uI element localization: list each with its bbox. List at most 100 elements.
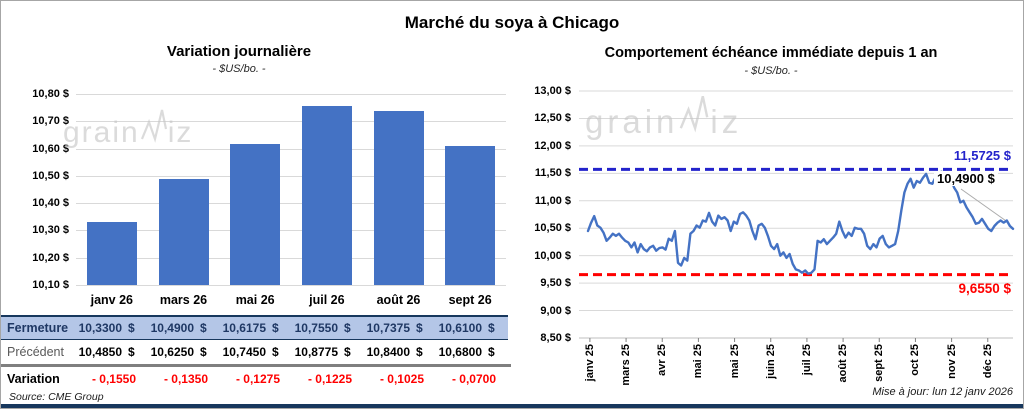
bar	[373, 111, 424, 285]
bar	[445, 145, 496, 285]
line-x-tick-label: janv 25	[583, 344, 596, 382]
bar-x-tick-label: août 26	[376, 293, 421, 307]
currency-sign: $	[200, 321, 207, 335]
line-x-tick-label: juin 25	[764, 344, 777, 379]
bar-y-tick-label: 10,80 $	[32, 88, 69, 100]
bar-y-tick-label: 10,50 $	[32, 169, 69, 182]
table-cell: 10,4900 $	[148, 321, 220, 335]
table-row: Fermeture 10,3300 $10,4900 $10,6175 $10,7550…	[1, 315, 508, 340]
bar-gridline	[76, 257, 506, 259]
page-title: Marché du soya à Chicago	[404, 13, 620, 32]
table-cell: 10,6250 $	[148, 345, 220, 359]
currency-sign: $	[488, 321, 495, 335]
bar-x-tick-label: mars 26	[159, 293, 208, 307]
table-cell: - 0,1275	[220, 372, 292, 386]
bar-y-tick-label: 10,40 $	[32, 197, 69, 210]
table-cell: - 0,1350	[148, 372, 220, 386]
bar-x-tick-label: sept 26	[448, 293, 492, 307]
line-x-tick-label: mai 25	[728, 344, 741, 379]
cell-value: 10,8400	[366, 345, 410, 359]
front-month-chart-subtitle: - $US/bo. -	[744, 65, 798, 77]
bar-gridline	[76, 230, 506, 232]
cell-value: - 0,1025	[379, 371, 424, 386]
bar-x-tick-label: mai 26	[235, 293, 275, 307]
line-x-tick-label: avr 25	[656, 344, 669, 376]
line-y-tick-label: 12,00 $	[534, 139, 571, 152]
source-note: Source: CME Group	[9, 391, 104, 403]
table-cell: 10,8400 $	[364, 345, 436, 359]
line-y-tick-label: 11,00 $	[534, 194, 571, 207]
cell-value: 10,7450	[222, 345, 266, 359]
currency-sign: $	[344, 321, 351, 335]
cell-value: - 0,0700	[451, 371, 496, 386]
cell-value: - 0,1275	[235, 371, 280, 386]
table-cell: 10,6800 $	[436, 345, 508, 359]
table-cell: - 0,1550	[76, 372, 148, 386]
currency-sign: $	[128, 345, 135, 359]
bar	[158, 178, 209, 285]
bar-y-axis-labels: 10,80 $ 10,70 $ 10,60 $ 10,50 $ 10,40 $ 10,30…	[1, 1, 69, 408]
line-y-tick-label: 13,00 $	[534, 85, 571, 97]
bar-y-tick-label: 10,60 $	[32, 142, 69, 155]
support-value-label: 9,6550 $	[958, 280, 1011, 296]
line-y-tick-label: 10,00 $	[534, 249, 571, 262]
table-cell: 10,3300 $	[76, 321, 148, 335]
daily-variation-chart-subtitle: - $US/bo. -	[212, 63, 266, 75]
table-row: Variation - 0,1550 - 0,1350 - 0,1275 - 0,122…	[1, 367, 508, 390]
last-value-leader-line	[960, 188, 1010, 224]
line-x-tick-label: août 25	[837, 344, 850, 383]
table-cell: 10,6100 $	[436, 321, 508, 335]
bar-plot-area	[76, 94, 506, 286]
bar-gridline	[76, 175, 506, 177]
bar-y-tick-label: 10,20 $	[32, 251, 69, 264]
line-y-tick-label: 8,50 $	[540, 332, 571, 344]
line-x-tick-label: mars 25	[620, 344, 633, 386]
bar-y-tick-label: 10,30 $	[32, 224, 69, 237]
price-series-line	[586, 170, 1015, 276]
bar-gridline	[76, 285, 506, 286]
row-label: Fermeture	[7, 321, 69, 335]
currency-sign: $	[344, 345, 351, 359]
line-plot-area	[579, 90, 1015, 342]
cell-value: 10,4900	[150, 321, 194, 335]
cell-value: 10,4850	[78, 345, 122, 359]
table-cell: 10,7550 $	[292, 321, 364, 335]
table-row: Précédent 10,4850 $10,6250 $10,7450 $10,8775…	[1, 340, 508, 364]
table-separator	[1, 364, 511, 367]
currency-sign: $	[416, 321, 423, 335]
bar	[301, 106, 352, 285]
table-cell: 10,6175 $	[220, 321, 292, 335]
table-cell: - 0,1225	[292, 372, 364, 386]
cell-value: 10,6800	[438, 345, 482, 359]
cell-value: - 0,1350	[163, 371, 208, 386]
cell-value: 10,6100	[438, 321, 482, 335]
cell-value: 10,7550	[294, 321, 338, 335]
row-label: Variation	[7, 371, 60, 386]
cell-value: 10,6250	[150, 345, 194, 359]
bar	[230, 143, 281, 285]
price-table: Fermeture 10,3300 $10,4900 $10,6175 $10,7550…	[1, 315, 511, 390]
line-y-tick-label: 10,50 $	[534, 222, 571, 235]
price-line-chart	[579, 90, 1015, 342]
bar-y-tick-label: 10,10 $	[32, 279, 69, 291]
last-value-label: 10,4900 $	[934, 171, 998, 187]
bar-x-axis-labels: janv 26 mars 26 mai 26 juil 26 août 26 sept 2…	[1, 293, 521, 311]
cell-value: 10,7375	[366, 321, 410, 335]
cell-value: - 0,1225	[307, 371, 352, 386]
currency-sign: $	[488, 345, 495, 359]
cell-value: 10,8775	[294, 345, 338, 359]
table-cell: 10,7450 $	[220, 345, 292, 359]
bar-y-tick-label: 10,70 $	[32, 115, 69, 128]
line-x-tick-label: mai 25	[692, 344, 705, 379]
cell-value: 10,6175	[222, 321, 266, 335]
currency-sign: $	[416, 345, 423, 359]
bar-gridline	[76, 203, 506, 205]
bar-gridline	[76, 121, 506, 123]
bottom-border-bar	[1, 404, 1023, 408]
front-month-chart-title: Comportement échéance immédiate depuis 1…	[604, 45, 938, 61]
line-y-tick-label: 12,50 $	[534, 112, 571, 125]
bar-gridline	[76, 94, 506, 95]
currency-sign: $	[200, 345, 207, 359]
bar-x-tick-label: janv 26	[90, 293, 134, 307]
